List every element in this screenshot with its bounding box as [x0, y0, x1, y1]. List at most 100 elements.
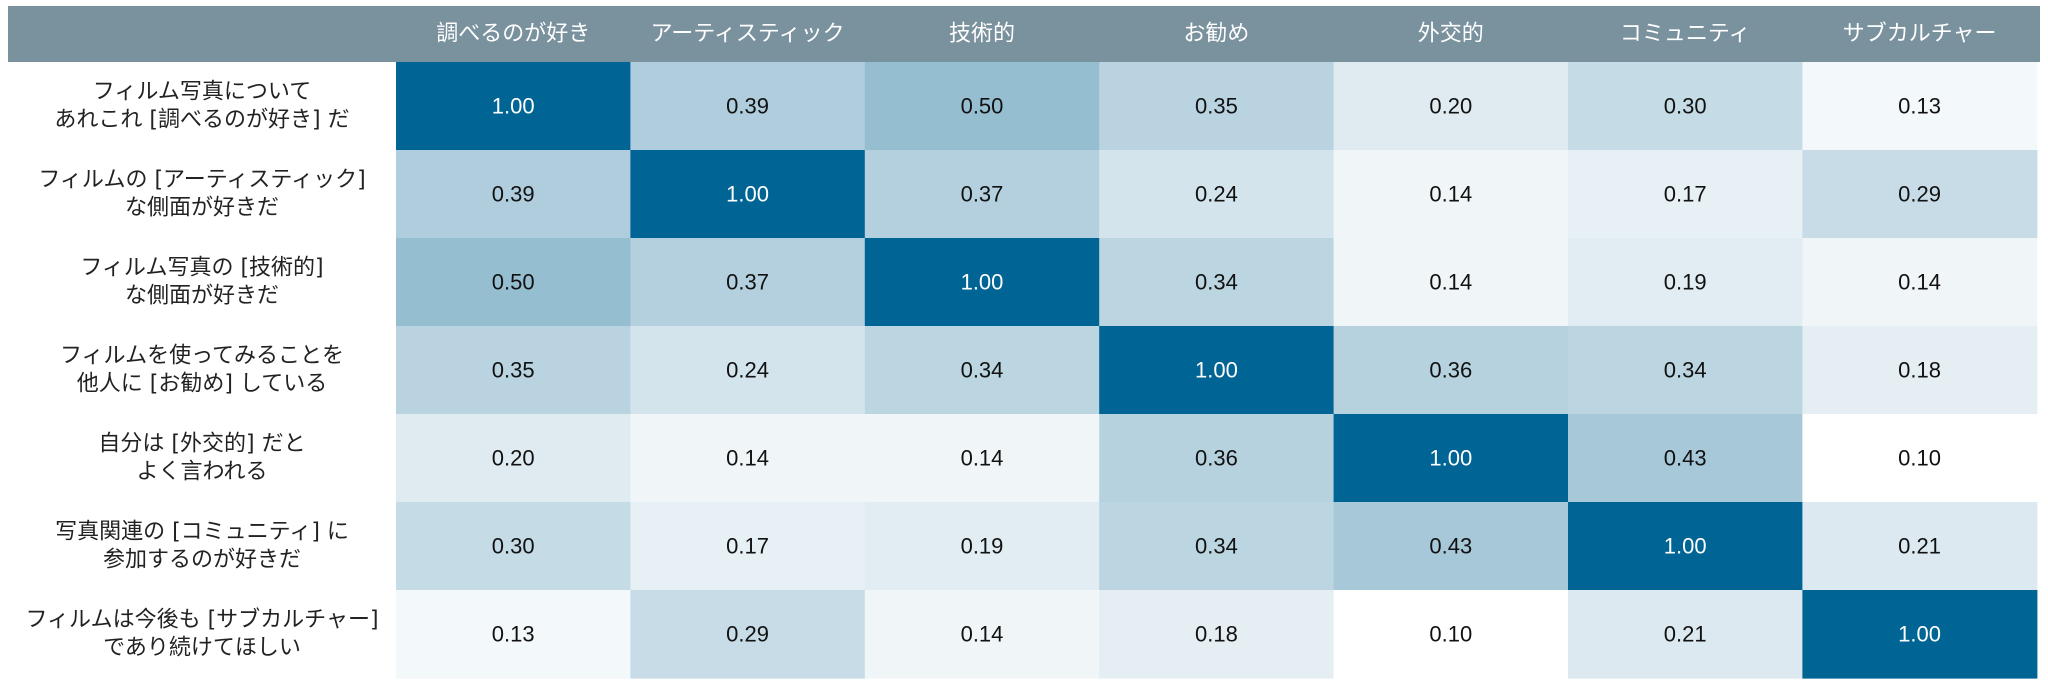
heatmap-cell [630, 326, 866, 415]
header-band [8, 6, 2040, 62]
heatmap-cell [1099, 502, 1335, 591]
column-labels: 調べるのが好き アーティスティック 技術的 お勧め 外交的 コミュニティ サブカルチャー [436, 22, 1996, 47]
heatmap-cell [864, 326, 1100, 415]
cell-value-label: 0.13 [492, 622, 535, 647]
heatmap-cell [1802, 150, 2038, 239]
heatmap-cell [1568, 326, 1803, 415]
heatmap-cell [396, 238, 631, 327]
cell-value-label: 1.00 [1898, 622, 1941, 647]
heatmap-cell [1802, 590, 2038, 679]
cell-value-label: 0.10 [1429, 622, 1472, 647]
heatmap-cell [1333, 150, 1569, 239]
heatmap-cell [1333, 326, 1569, 415]
cell-value-label: 0.18 [1898, 358, 1941, 383]
cell-value-label: 1.00 [726, 182, 769, 207]
heatmap-cell [396, 326, 631, 415]
cell-value-label: 0.35 [492, 358, 535, 383]
heatmap-cell [396, 502, 631, 591]
cell-value-label: 0.21 [1898, 534, 1941, 559]
heatmap-cell [396, 414, 631, 503]
heatmap-cell [1333, 238, 1569, 327]
heatmap-cell [864, 414, 1100, 503]
heatmap-cell [1802, 326, 2038, 415]
cell-value-label: 0.21 [1664, 622, 1707, 647]
heatmap-cell [1099, 414, 1335, 503]
row-label: 写真関連の [コミュニティ] に参加するのが好きだ [55, 520, 349, 573]
cell-value-label: 0.14 [1898, 270, 1941, 295]
heatmap-cell [396, 62, 631, 151]
cell-value-label: 0.10 [1898, 446, 1941, 471]
cell-value-label: 0.24 [1195, 182, 1238, 207]
heatmap-cell [1333, 414, 1569, 503]
cell-value-label: 0.34 [961, 358, 1004, 383]
cell-value-label: 0.50 [492, 270, 535, 295]
heatmap-cell [1099, 326, 1335, 415]
heatmap-cell [630, 590, 866, 679]
heatmap-cell [1568, 238, 1803, 327]
cell-value-label: 0.35 [1195, 94, 1238, 119]
cell-value-label: 0.18 [1195, 622, 1238, 647]
row-label: 自分は [外交的] だとよく言われる [98, 432, 305, 485]
heatmap-cell [864, 238, 1100, 327]
cell-value-label: 0.24 [726, 358, 769, 383]
cell-value-label: 0.43 [1429, 534, 1472, 559]
heatmap-cell [630, 238, 866, 327]
row-label: フィルムの [アーティスティック]な側面が好きだ [38, 168, 365, 221]
heatmap-cell [1802, 62, 2038, 151]
cell-value-label: 0.14 [1429, 270, 1472, 295]
cell-value-label: 0.30 [492, 534, 535, 559]
cell-value-label: 0.36 [1429, 358, 1472, 383]
row-label: フィルム写真の [技術的]な側面が好きだ [80, 256, 323, 309]
heatmap-cell [864, 62, 1100, 151]
cell-value-label: 0.34 [1664, 358, 1707, 383]
cell-value-label: 0.17 [1664, 182, 1707, 207]
cell-value-label: 0.39 [492, 182, 535, 207]
column-label: 調べるのが好き [436, 22, 590, 47]
heatmap-cell [1099, 238, 1335, 327]
cell-value-label: 0.20 [1429, 94, 1472, 119]
cell-value-label: 0.13 [1898, 94, 1941, 119]
cell-value-label: 0.30 [1664, 94, 1707, 119]
heatmap-cell [396, 150, 631, 239]
cell-value-label: 0.14 [961, 446, 1004, 471]
heatmap-cell [864, 150, 1100, 239]
heatmap-cell [1333, 502, 1569, 591]
heatmap-cell [1568, 62, 1803, 151]
cell-value-label: 0.50 [961, 94, 1004, 119]
heatmap-cell [1568, 414, 1803, 503]
row-label: フィルムを使ってみることを他人に [お勧め] している [60, 344, 344, 397]
cell-value-label: 0.36 [1195, 446, 1238, 471]
heatmap-cell [630, 414, 866, 503]
heatmap-cell [1333, 62, 1569, 151]
column-label: アーティスティック [651, 22, 845, 47]
heatmap-value-labels: 1.00 0.39 0.50 0.35 0.20 0.30 0.13 0.39 1.00 0.37… [492, 94, 1941, 647]
cell-value-label: 0.14 [726, 446, 769, 471]
cell-value-label: 0.29 [726, 622, 769, 647]
cell-value-label: 1.00 [1195, 358, 1238, 383]
heatmap-cells [396, 62, 2038, 679]
heatmap-cell [630, 150, 866, 239]
cell-value-label: 1.00 [1664, 534, 1707, 559]
heatmap-cell [1802, 238, 2038, 327]
heatmap-cell [1802, 414, 2038, 503]
heatmap-cell [396, 590, 631, 679]
cell-value-label: 0.43 [1664, 446, 1707, 471]
cell-value-label: 0.37 [726, 270, 769, 295]
cell-value-label: 0.14 [1429, 182, 1472, 207]
cell-value-label: 1.00 [1429, 446, 1472, 471]
heatmap-cell [1568, 150, 1803, 239]
column-label: 外交的 [1418, 22, 1484, 47]
cell-value-label: 1.00 [492, 94, 535, 119]
cell-value-label: 0.20 [492, 446, 535, 471]
cell-value-label: 0.19 [961, 534, 1004, 559]
heatmap-cell [1099, 62, 1335, 151]
heatmap-cell [1802, 502, 2038, 591]
heatmap-cell [1568, 590, 1803, 679]
cell-value-label: 0.39 [726, 94, 769, 119]
cell-value-label: 0.14 [961, 622, 1004, 647]
heatmap-cell [1333, 590, 1569, 679]
cell-value-label: 0.37 [961, 182, 1004, 207]
heatmap-cell [630, 502, 866, 591]
heatmap-cell [1099, 590, 1335, 679]
